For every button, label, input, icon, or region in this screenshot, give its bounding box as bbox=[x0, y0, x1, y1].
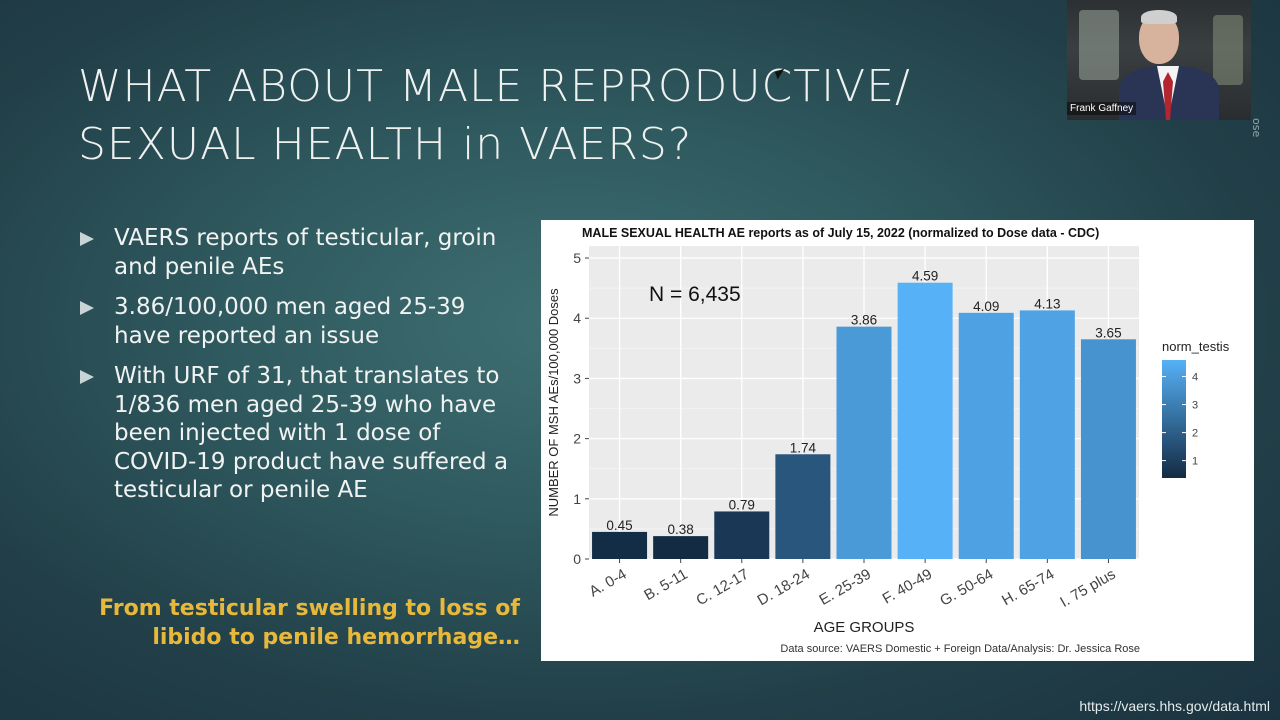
x-tick-label: B. 5-11 bbox=[641, 566, 690, 604]
legend-colorbar bbox=[1162, 360, 1186, 478]
bar-value-label: 0.45 bbox=[606, 518, 632, 533]
title-line-1: WHAT ABOUT MALE REPRODUCTIVE/ bbox=[78, 61, 911, 112]
bullet-item: VAERS reports of testicular, groin and p… bbox=[78, 224, 518, 281]
edge-text: ose bbox=[1250, 118, 1263, 138]
x-axis-label: AGE GROUPS bbox=[814, 619, 915, 636]
bar bbox=[836, 326, 892, 559]
x-tick-label: G. 50-64 bbox=[937, 566, 996, 610]
x-tick-label: D. 18-24 bbox=[755, 566, 813, 609]
bullet-list: VAERS reports of testicular, groin and p… bbox=[78, 224, 518, 517]
y-tick-label: 0 bbox=[573, 551, 581, 567]
chart-panel: MALE SEXUAL HEALTH AE reports as of July… bbox=[541, 220, 1254, 661]
legend-tick-label: 1 bbox=[1192, 456, 1198, 468]
participant-name: Frank Gaffney bbox=[1067, 102, 1137, 115]
bullet-arrow-icon bbox=[80, 370, 94, 384]
bullet-arrow-icon bbox=[80, 301, 94, 315]
bar bbox=[897, 282, 953, 559]
chart-annotation: N = 6,435 bbox=[649, 283, 741, 306]
bullet-text: VAERS reports of testicular, groin and p… bbox=[114, 225, 497, 280]
chart-title: MALE SEXUAL HEALTH AE reports as of July… bbox=[582, 226, 1099, 240]
video-thumbnail[interactable]: Frank Gaffney bbox=[1067, 0, 1251, 120]
bar-value-label: 4.59 bbox=[912, 269, 938, 284]
x-tick-label: A. 0-4 bbox=[586, 566, 629, 601]
bar bbox=[1080, 339, 1136, 559]
bullet-arrow-icon bbox=[80, 232, 94, 246]
y-tick-label: 5 bbox=[573, 250, 581, 266]
bar-chart: MALE SEXUAL HEALTH AE reports as of July… bbox=[546, 226, 1230, 655]
bullet-text: With URF of 31, that translates to 1/836… bbox=[114, 363, 509, 503]
bar bbox=[592, 531, 648, 559]
bar bbox=[958, 312, 1014, 559]
y-tick-label: 4 bbox=[573, 310, 581, 326]
x-tick-label: E. 25-39 bbox=[816, 566, 874, 609]
x-tick-label: F. 40-49 bbox=[880, 566, 935, 608]
bar-value-label: 0.38 bbox=[668, 522, 694, 537]
bar-value-label: 3.86 bbox=[851, 313, 877, 328]
bar bbox=[653, 536, 709, 559]
y-tick-label: 3 bbox=[573, 370, 581, 386]
bar-value-label: 3.65 bbox=[1095, 325, 1121, 340]
slide-title: WHAT ABOUT MALE REPRODUCTIVE/ SEXUAL HEA… bbox=[78, 58, 1038, 174]
source-url[interactable]: https://vaers.hhs.gov/data.html bbox=[1079, 698, 1270, 714]
bar bbox=[775, 454, 831, 559]
x-tick-label: I. 75 plus bbox=[1057, 566, 1118, 611]
y-tick-label: 2 bbox=[573, 431, 581, 447]
y-axis-label: NUMBER OF MSH AEs/100,000 Doses bbox=[546, 288, 561, 517]
legend-title: norm_testis bbox=[1162, 339, 1230, 354]
bar-value-label: 4.09 bbox=[973, 299, 999, 314]
x-tick-label: C. 12-17 bbox=[693, 566, 751, 609]
legend-tick-label: 3 bbox=[1192, 400, 1198, 412]
legend-tick-label: 4 bbox=[1192, 372, 1198, 384]
highlight-quote: From testicular swelling to loss of libi… bbox=[99, 596, 520, 650]
y-tick-label: 1 bbox=[573, 491, 581, 507]
bar bbox=[714, 511, 770, 559]
bullet-text: 3.86/100,000 men aged 25-39 have reporte… bbox=[114, 294, 466, 349]
bullet-item: 3.86/100,000 men aged 25-39 have reporte… bbox=[78, 293, 518, 350]
bar-value-label: 1.74 bbox=[790, 440, 817, 455]
legend-tick-label: 2 bbox=[1192, 428, 1198, 440]
title-line-2: SEXUAL HEALTH in VAERS? bbox=[78, 119, 693, 170]
x-tick-label: H. 65-74 bbox=[999, 566, 1057, 609]
bar-value-label: 4.13 bbox=[1034, 296, 1060, 311]
bar bbox=[1019, 310, 1075, 559]
bullet-item: With URF of 31, that translates to 1/836… bbox=[78, 362, 518, 505]
bar-value-label: 0.79 bbox=[729, 497, 755, 512]
data-source-note: Data source: VAERS Domestic + Foreign Da… bbox=[780, 643, 1140, 655]
